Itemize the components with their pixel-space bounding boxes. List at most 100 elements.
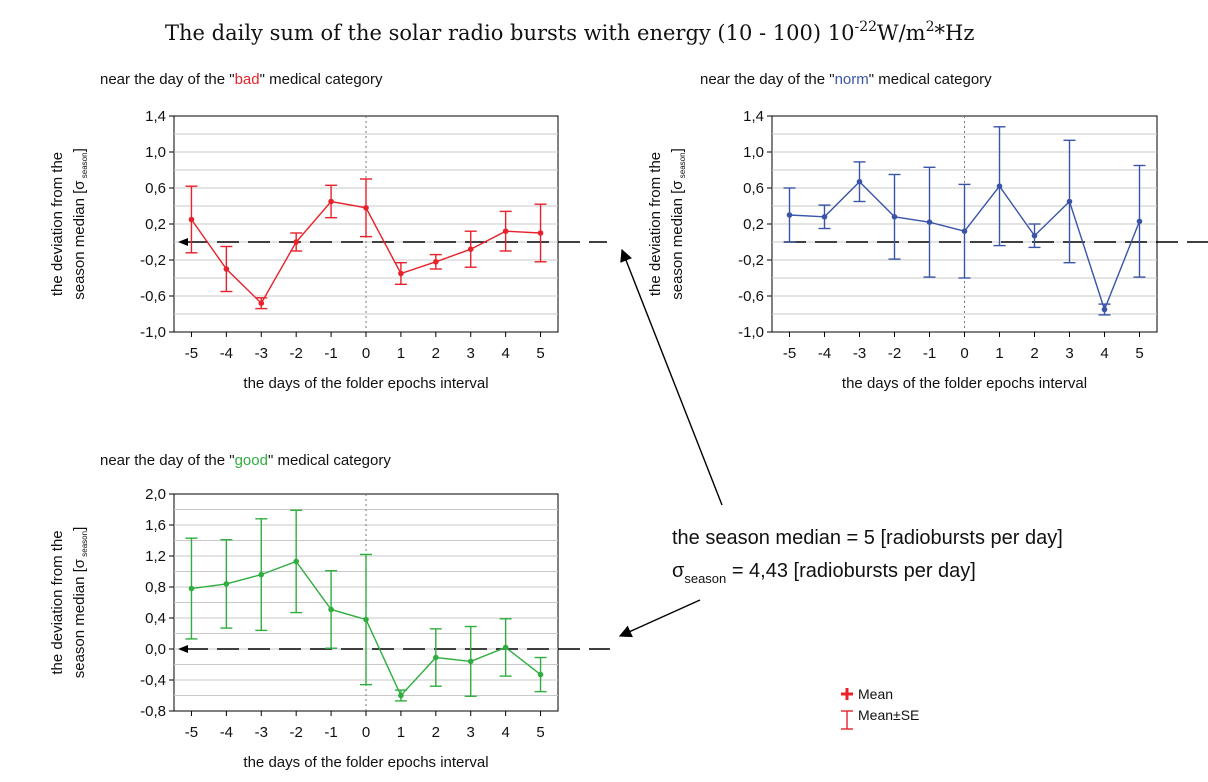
y-tick-label: 0,6 (743, 180, 764, 197)
x-tick-label: 1 (397, 724, 405, 741)
y-axis-label-sub: season (80, 152, 89, 180)
x-tick-label: -2 (290, 724, 303, 741)
subtitle-pre: near the day of the " (100, 452, 235, 469)
subtitle-bad: near the day of the "bad" medical catego… (100, 71, 383, 88)
x-tick-label: 0 (362, 724, 370, 741)
mean-point (502, 644, 509, 651)
subtitle-post: " medical category (260, 71, 383, 88)
x-tick-label: 0 (960, 345, 968, 362)
mean-point (398, 270, 404, 277)
mean-point (537, 230, 544, 236)
y-tick-label: 0,2 (145, 216, 166, 233)
y-axis-label-pre: season median [ (71, 189, 88, 300)
x-tick-label: 4 (501, 345, 509, 362)
y-tick-label: -0,6 (140, 288, 166, 305)
x-tick-label: -5 (185, 724, 198, 741)
season-sigma-text: σseason = 4,43 [radiobursts per day] (672, 560, 976, 586)
main-title-exponent: -22 (854, 19, 877, 35)
legend-mean-se-marker (841, 710, 853, 730)
mean-point (1066, 198, 1073, 205)
x-tick-label: 2 (432, 345, 440, 362)
baseline-arrow (178, 645, 188, 653)
mean-point (1136, 218, 1143, 225)
y-tick-label: 0,4 (145, 610, 166, 627)
main-title-text: The daily sum of the solar radio bursts … (165, 21, 854, 45)
mean-point (537, 671, 544, 678)
mean-point (433, 654, 439, 661)
y-axis-label-sigma: σ (669, 180, 686, 190)
legend-mean-se-label: Mean±SE (858, 707, 919, 723)
y-tick-label: 1,4 (145, 108, 166, 125)
x-tick-label: 4 (1100, 345, 1108, 362)
x-tick-label: -4 (220, 724, 233, 741)
x-tick-label: 2 (1030, 345, 1038, 362)
baseline-arrow (178, 238, 188, 246)
mean-point (398, 692, 404, 699)
y-tick-label: 0,6 (145, 180, 166, 197)
mean-point (328, 606, 334, 613)
subtitle-post: " medical category (268, 452, 391, 469)
mean-point (293, 558, 299, 565)
x-tick-label: 1 (995, 345, 1003, 362)
y-axis-label-line2: season median [σ season] (71, 148, 89, 300)
arrow-to-good-baseline (618, 599, 701, 638)
legend-mean-label: Mean (858, 686, 893, 702)
x-tick-label: 1 (397, 345, 405, 362)
x-tick-label: -4 (818, 345, 831, 362)
chart-good: near the day of the "good" medical categ… (49, 452, 610, 771)
subtitle-pre: near the day of the " (100, 71, 235, 88)
season-sigma-value: = 4,43 [radiobursts per day] (726, 560, 976, 582)
mean-point (821, 214, 828, 220)
mean-point (433, 259, 439, 265)
legend-mean-marker (841, 688, 853, 700)
x-tick-label: -5 (783, 345, 796, 362)
x-tick-label: -3 (255, 345, 268, 362)
x-tick-label: 3 (467, 345, 475, 362)
x-tick-label: 2 (432, 724, 440, 741)
mean-point (961, 228, 968, 234)
subtitle-category-word: norm (835, 71, 869, 88)
subtitle-post: " medical category (869, 71, 992, 88)
mean-point (467, 658, 474, 665)
mean-point (467, 246, 474, 252)
x-tick-label: 5 (1135, 345, 1143, 362)
season-sigma-subscript: season (684, 571, 726, 586)
x-tick-label: -1 (923, 345, 936, 362)
y-tick-label: -0,8 (140, 703, 166, 720)
mean-point (856, 178, 863, 185)
x-tick-label: 3 (1065, 345, 1073, 362)
chart-norm: near the day of the "norm" medical categ… (647, 71, 1208, 392)
mean-point (786, 212, 793, 218)
legend: Mean Mean±SE (841, 686, 919, 730)
y-tick-label: 0,2 (743, 216, 764, 233)
season-median-note: the season median = 5 [radiobursts per d… (672, 527, 1063, 586)
y-axis-label-sub: season (80, 531, 89, 559)
y-tick-label: -0,6 (738, 288, 764, 305)
mean-point (328, 198, 334, 205)
x-tick-label: -2 (888, 345, 901, 362)
y-axis-label-close: ] (71, 527, 88, 531)
subtitle-category-word: bad (235, 71, 260, 88)
mean-point (363, 205, 369, 211)
x-tick-label: 5 (536, 345, 544, 362)
x-tick-label: 0 (362, 345, 370, 362)
y-tick-label: 0,0 (145, 641, 166, 658)
y-tick-label: 1,2 (145, 548, 166, 565)
y-axis-label-close: ] (71, 148, 88, 152)
x-tick-label: 5 (536, 724, 544, 741)
x-tick-label: -3 (853, 345, 866, 362)
y-tick-label: -0,2 (738, 252, 764, 269)
mean-point (293, 239, 299, 245)
y-axis-label-pre: season median [ (71, 567, 88, 678)
x-axis-label: the days of the folder epochs interval (842, 375, 1087, 392)
y-tick-label: -1,0 (140, 324, 166, 341)
mean-point (891, 214, 898, 220)
x-tick-label: -2 (290, 345, 303, 362)
x-tick-label: -4 (220, 345, 233, 362)
x-tick-label: -5 (185, 345, 198, 362)
y-axis-label-sigma: σ (71, 558, 88, 568)
mean-point (258, 571, 265, 578)
y-tick-label: -1,0 (738, 324, 764, 341)
x-axis-label: the days of the folder epochs interval (243, 754, 488, 771)
